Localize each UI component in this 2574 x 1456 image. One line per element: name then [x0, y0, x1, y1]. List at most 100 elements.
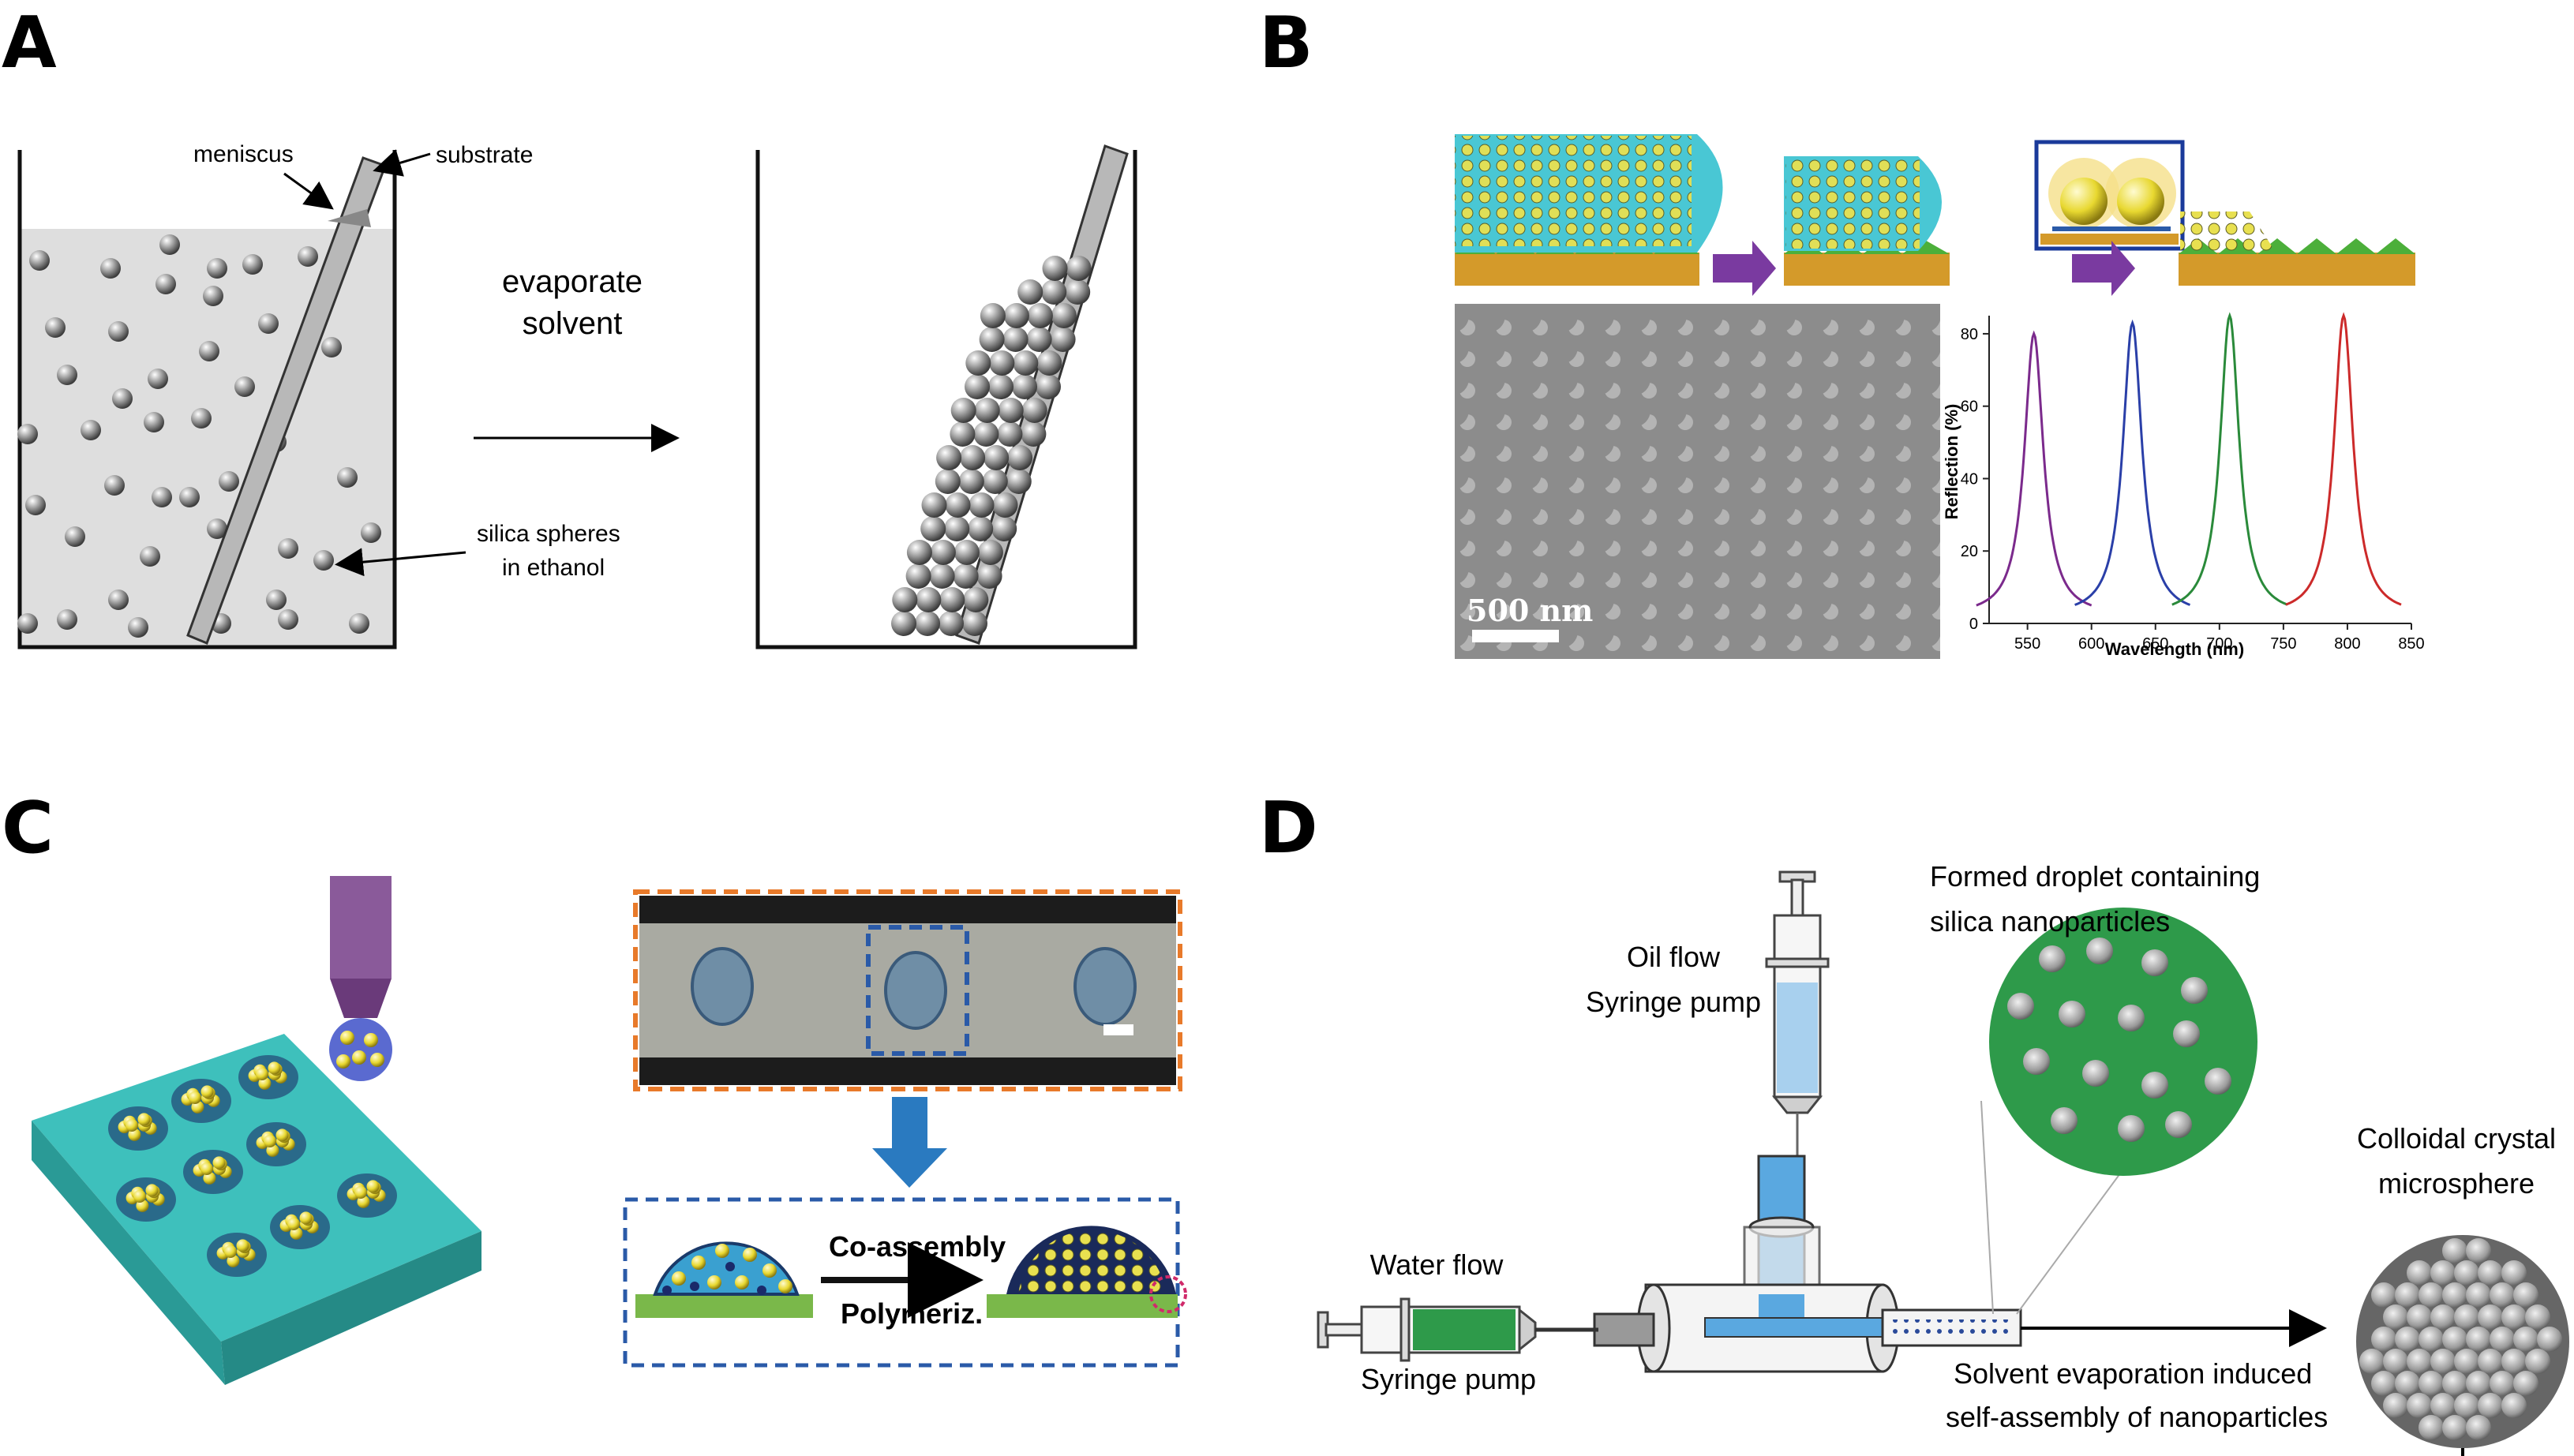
droplet-label-line2: silica nanoparticles [1930, 905, 2170, 938]
crystal-sphere [891, 611, 916, 636]
microsphere-bead [2501, 1349, 2527, 1374]
microsphere-bead [2525, 1304, 2550, 1330]
printed-particle [256, 1068, 268, 1080]
microsphere-bead [2442, 1238, 2467, 1263]
crystal-sphere [1003, 303, 1029, 328]
microsphere-bead [2395, 1327, 2420, 1352]
microsphere-bead [2490, 1371, 2515, 1396]
microsphere-bead [2513, 1282, 2538, 1308]
t-junction [1593, 1155, 2022, 1373]
microsphere-bead [2407, 1260, 2432, 1286]
print-nozzle [329, 876, 392, 1081]
spectrum-y-tick-label: 0 [1969, 616, 1978, 633]
spectrum-y-tick-label: 40 [1961, 470, 1978, 488]
crystal-sphere [988, 374, 1013, 399]
microsphere-bead [2454, 1304, 2479, 1330]
crystal-sphere [963, 587, 989, 612]
printed-dot-array [108, 1055, 397, 1277]
crystal-sphere [1027, 303, 1053, 328]
crystal-sphere [982, 469, 1008, 494]
scale-bar [1472, 630, 1559, 642]
spectrum-x-tick-label: 600 [2078, 635, 2104, 653]
printed-particle [268, 1061, 281, 1075]
silica-leader [335, 548, 466, 577]
microsphere-bead [2513, 1371, 2538, 1396]
crystal-sphere [1002, 327, 1028, 352]
co-assembly-frame [623, 1197, 1180, 1368]
crystal-sphere [958, 469, 984, 494]
microsphere-bead [2371, 1327, 2396, 1352]
crystal-sphere [939, 587, 965, 612]
crystal-sphere [984, 445, 1010, 470]
crystal-sphere [979, 327, 1005, 352]
droplet-highlight-box [866, 925, 969, 1056]
panel-d-letter: D [1259, 787, 1318, 870]
microsphere-bead [2371, 1371, 2396, 1396]
crystal-sphere [991, 516, 1017, 541]
coassembly-label: Co-assembly [829, 1230, 1006, 1263]
beaker-right [755, 150, 1137, 649]
microsphere-bead [2419, 1415, 2444, 1440]
oil-flow-label: Oil flow [1627, 941, 1721, 973]
spectrum-y-tick-label: 80 [1961, 326, 1978, 343]
solvent-label-line2: self-assembly of nanoparticles [1946, 1401, 2328, 1433]
printed-dot [270, 1205, 330, 1249]
crystal-sphere [1013, 350, 1039, 376]
printed-dot [238, 1055, 298, 1099]
printed-particle [287, 1218, 300, 1230]
droplet-zoom [1989, 908, 2257, 1176]
evaporation-schematic [1455, 134, 2415, 296]
crystal-sphere [1017, 279, 1043, 305]
printed-particle [236, 1239, 249, 1252]
colloidal-label-line2: microsphere [2378, 1167, 2535, 1200]
silica-label-line2: in ethanol [502, 555, 605, 581]
photo-scale-bar [1103, 1024, 1133, 1035]
panel-b: B 500 nm [1259, 2, 2425, 659]
highlight-circle [1149, 1275, 1187, 1313]
microsphere-beads [2359, 1238, 2562, 1440]
panel-d: D Oil flow Syringe pump [1259, 787, 2569, 1456]
reflection-spectrum-chart: Reflection (%) Wavelength (nm) 550 600 650… [1942, 312, 2425, 659]
microsphere-bead [2442, 1327, 2467, 1352]
water-syringe [1317, 1297, 1598, 1362]
meniscus-label: meniscus [193, 141, 294, 167]
spectrum-x-tick-label: 800 [2334, 635, 2360, 653]
microsphere-bead [2371, 1282, 2396, 1308]
printed-particle [126, 1119, 138, 1132]
microsphere-bead [2419, 1371, 2444, 1396]
panel-a-letter: A [2, 2, 57, 84]
microsphere-bead [2478, 1349, 2503, 1374]
microsphere-bead [2454, 1349, 2479, 1374]
microsphere-bead [2478, 1304, 2503, 1330]
evaporate-label-line1: evaporate [502, 264, 643, 299]
crystal-sphere [960, 445, 986, 470]
printed-dot [337, 1173, 397, 1218]
microsphere-bead [2501, 1260, 2527, 1286]
solvent-label-line1: Solvent evaporation induced [1954, 1357, 2312, 1390]
crystal-sphere [992, 492, 1018, 518]
microsphere-bead [2383, 1349, 2408, 1374]
crystal-sphere [1041, 279, 1067, 305]
oil-syringe-label: Syringe pump [1586, 986, 1761, 1018]
microsphere-bead [2407, 1304, 2432, 1330]
crystal-sphere [1021, 421, 1047, 447]
crystal-sphere [1042, 256, 1068, 281]
crystal-sphere [980, 303, 1006, 328]
crystal-sphere [976, 563, 1002, 589]
crystal-sphere [945, 492, 971, 518]
crystal-sphere [1050, 327, 1076, 352]
crystal-sphere [906, 540, 932, 565]
microsphere-bead [2490, 1282, 2515, 1308]
droplet-before-particles [662, 1244, 792, 1295]
crystal-sphere [1051, 303, 1077, 328]
microsphere-bead [2490, 1327, 2515, 1352]
microsphere-bead [2430, 1393, 2456, 1418]
microsphere-bead [2537, 1327, 2562, 1352]
microsphere-bead [2501, 1304, 2527, 1330]
crystal-sphere [935, 469, 961, 494]
microsphere-bead [2478, 1260, 2503, 1286]
printed-particle [189, 1091, 201, 1104]
crystal-sphere [930, 540, 956, 565]
water-syringe-label: Syringe pump [1361, 1363, 1536, 1395]
printed-particle [354, 1186, 367, 1199]
